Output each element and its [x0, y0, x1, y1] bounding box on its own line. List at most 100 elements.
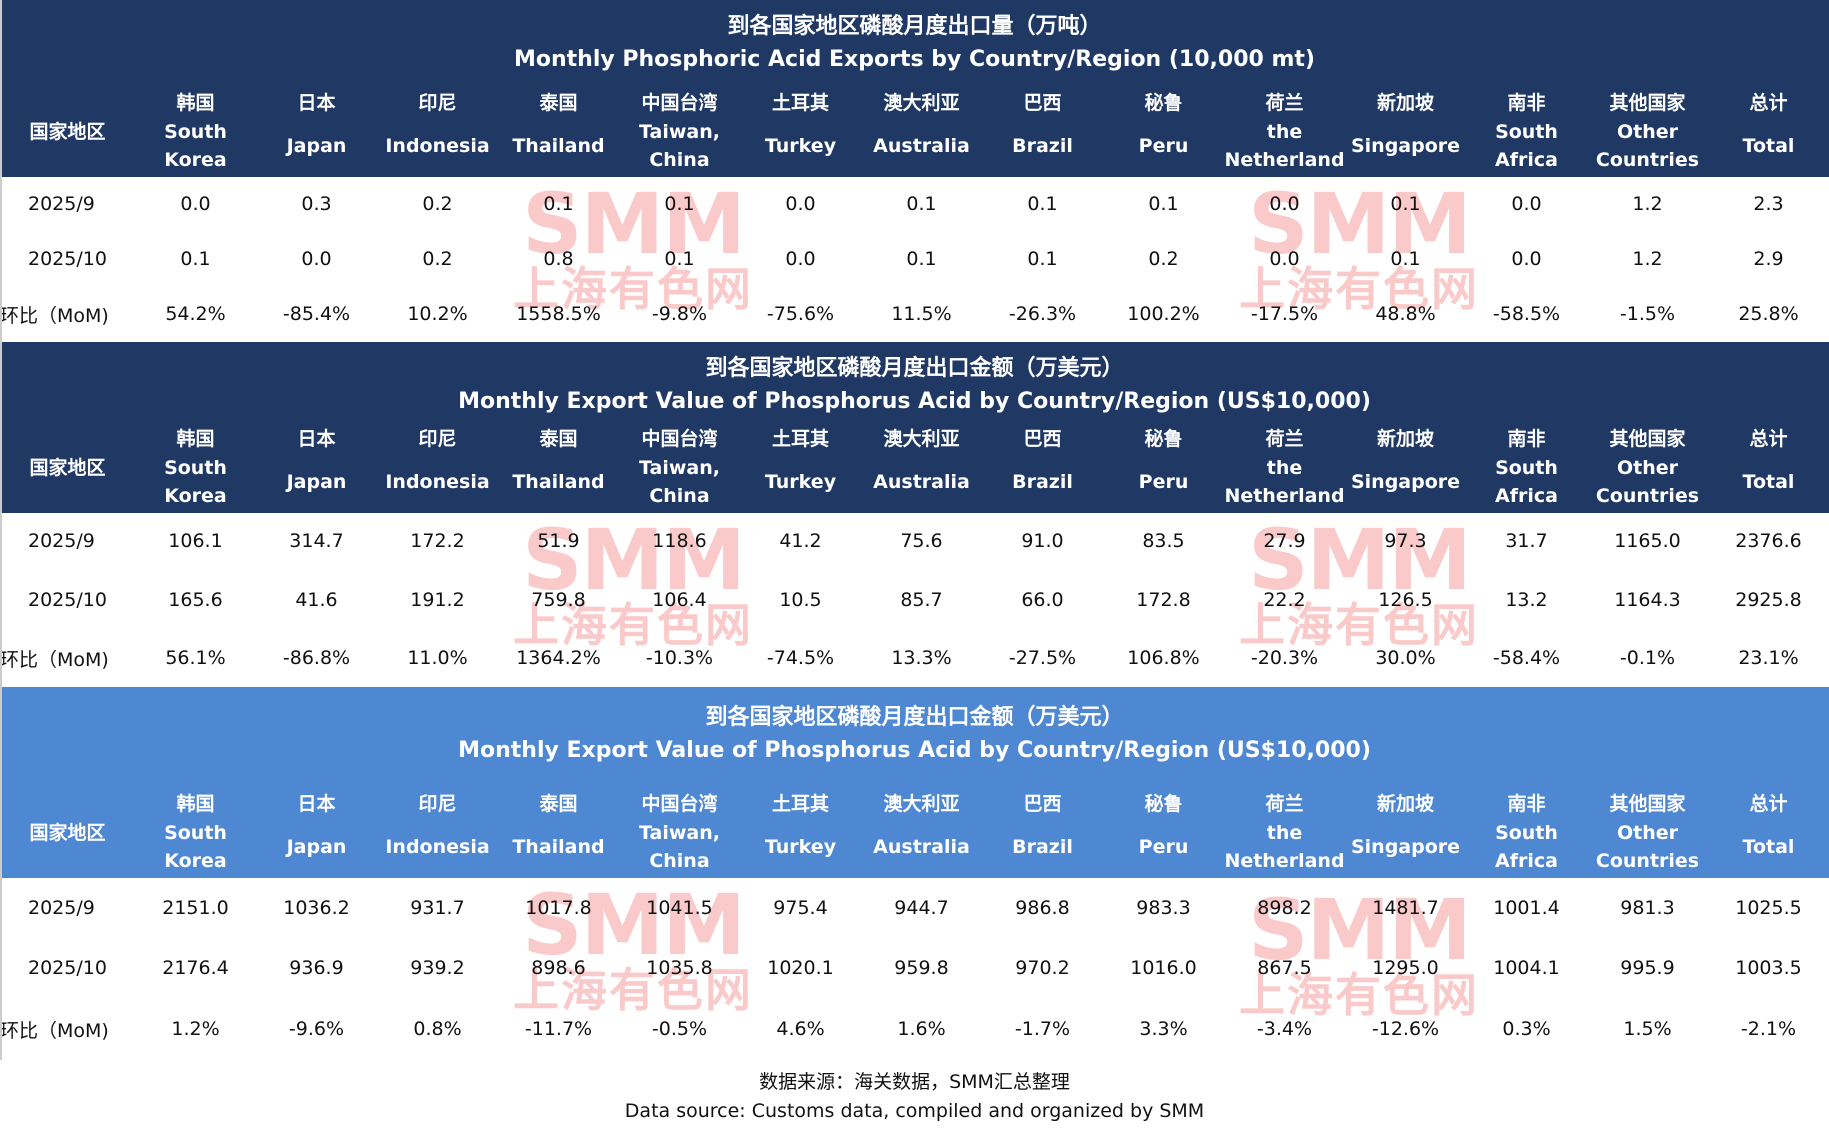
- table-cell: 939.2: [410, 957, 465, 979]
- table-cell: 4.6%: [776, 1018, 825, 1040]
- column-header-en: Turkey: [764, 836, 837, 858]
- left-border: [0, 0, 2, 1060]
- table-cell: -0.5%: [651, 1018, 708, 1040]
- column-header-en: Taiwan,: [639, 121, 720, 143]
- table-cell: 100.2%: [1127, 303, 1200, 325]
- column-header: 韩国 South Korea: [135, 425, 256, 511]
- column-header-cn: 中国台湾: [641, 793, 718, 815]
- table-cell: 314.7: [289, 530, 344, 552]
- table-cell: 1036.2: [283, 897, 350, 919]
- column-header-cn: 澳大利亚: [883, 428, 960, 450]
- table-cell: 13.2: [1505, 589, 1548, 611]
- table-cell: 126.5: [1378, 589, 1433, 611]
- table-cell: 0.8: [543, 248, 574, 270]
- table-cell: 0.2: [1148, 248, 1179, 270]
- table-cell: 0.1: [180, 248, 211, 270]
- column-header-cn: 印尼: [418, 428, 457, 450]
- column-header-en-group: Total: [1743, 453, 1795, 511]
- column-header-en: Indonesia: [385, 135, 490, 157]
- column-header: 南非 South Africa: [1466, 790, 1587, 876]
- column-header-cn: 巴西: [1023, 793, 1062, 815]
- column-header-en: Singapore: [1350, 471, 1461, 493]
- table-cell: 165.6: [168, 589, 223, 611]
- table-cell: 898.6: [531, 957, 586, 979]
- table-cell: -20.3%: [1250, 647, 1319, 669]
- column-header-row: 国家地区 韩国 South Korea 日本 Japan 印尼 Indonesia 泰国 Thai…: [0, 89, 1829, 175]
- table-row: 2025/10 165.6 41.6 191.2 759.8 106.4 10.5 85.7 6…: [0, 586, 1829, 614]
- column-header-en-group: Total: [1743, 818, 1795, 876]
- column-header: 总计 Total: [1708, 89, 1829, 175]
- column-header-cn: 南非: [1507, 92, 1546, 114]
- table-header: 到各国家地区磷酸月度出口量（万吨） Monthly Phosphoric Acid…: [0, 0, 1829, 177]
- table-cell: 1017.8: [525, 897, 592, 919]
- column-header: 总计 Total: [1708, 790, 1829, 876]
- column-header-en-group: Taiwan, China: [639, 117, 720, 175]
- column-header-cn: 荷兰: [1265, 428, 1304, 450]
- column-header: 印尼 Indonesia: [377, 425, 498, 511]
- table-cell: 1003.5: [1735, 957, 1802, 979]
- column-header-cn: 秘鲁: [1144, 428, 1183, 450]
- column-header-en-group: Indonesia: [385, 818, 489, 876]
- column-header: 荷兰 the Netherland: [1224, 425, 1345, 511]
- table-cell: -1.5%: [1619, 303, 1676, 325]
- column-header-en-group: Brazil: [1012, 453, 1073, 511]
- column-header-en: Netherland: [1224, 850, 1345, 872]
- source-note-en: Data source: Customs data, compiled and …: [624, 1100, 1205, 1122]
- column-header: 秘鲁 Peru: [1103, 790, 1224, 876]
- table-cell: 41.2: [779, 530, 822, 552]
- column-header-en: Countries: [1595, 149, 1700, 171]
- table-cell: 1016.0: [1130, 957, 1197, 979]
- table-cell: 2925.8: [1735, 589, 1802, 611]
- table-cell: 1004.1: [1493, 957, 1560, 979]
- watermark: SMM 上海有色网: [508, 518, 758, 648]
- column-header-en-group: Turkey: [765, 453, 836, 511]
- column-header-en-group: the Netherland: [1224, 453, 1344, 511]
- table-cell: -3.4%: [1256, 1018, 1313, 1040]
- column-header-cn: 中国台湾: [641, 92, 718, 114]
- column-header-en: Indonesia: [385, 836, 490, 858]
- column-header-en: Australia: [873, 471, 970, 493]
- column-header-en: the: [1266, 457, 1303, 479]
- watermark: SMM 上海有色网: [1234, 888, 1484, 1018]
- table-cell: -12.6%: [1371, 1018, 1440, 1040]
- column-header-en-group: Japan: [287, 818, 347, 876]
- row-label: 2025/9: [28, 897, 95, 919]
- table-cell: 22.2: [1263, 589, 1306, 611]
- table-cell: 975.4: [773, 897, 828, 919]
- table-cell: 0.2: [422, 248, 453, 270]
- column-header-en-group: Thailand: [512, 117, 604, 175]
- table-cell: -26.3%: [1008, 303, 1077, 325]
- column-header: 国家地区: [0, 89, 135, 175]
- column-header-cn: 南非: [1507, 793, 1546, 815]
- table-cell: 1035.8: [646, 957, 713, 979]
- table-section-3: 到各国家地区磷酸月度出口金额（万美元） Monthly Export Value …: [0, 687, 1829, 1058]
- column-header-cn: 国家地区: [29, 822, 106, 844]
- column-header: 其他国家 Other Countries: [1587, 425, 1708, 511]
- table-cell: -27.5%: [1008, 647, 1077, 669]
- column-header-en: Africa: [1495, 485, 1558, 507]
- table-cell: 0.1: [1027, 248, 1058, 270]
- table-body: SMM 上海有色网 SMM 上海有色网 2025/9 106.1 314.7 172.2 51.…: [0, 513, 1829, 686]
- column-header-en: Japan: [286, 471, 347, 493]
- column-header: 泰国 Thailand: [498, 790, 619, 876]
- column-header-en: the: [1266, 121, 1303, 143]
- column-header: 秘鲁 Peru: [1103, 425, 1224, 511]
- column-header-en: Australia: [873, 135, 970, 157]
- source-note-cn: 数据来源：海关数据，SMM汇总整理: [759, 1071, 1070, 1093]
- table-cell: 0.2: [422, 193, 453, 215]
- table-cell: 13.3%: [891, 647, 952, 669]
- column-header-en-group: Other Countries: [1596, 117, 1699, 175]
- row-label: 环比（MoM): [0, 1019, 109, 1042]
- table-row: 环比（MoM) 56.1% -86.8% 11.0% 1364.2% -10.3% -74.…: [0, 644, 1829, 672]
- column-header-en-group: Singapore: [1351, 818, 1460, 876]
- column-header-en-group: Thailand: [512, 453, 604, 511]
- table-title: 到各国家地区磷酸月度出口量（万吨） Monthly Phosphoric Acid…: [0, 0, 1829, 76]
- column-header-en: Korea: [164, 850, 227, 872]
- column-header-en-group: South Korea: [164, 818, 227, 876]
- column-header: 总计 Total: [1708, 425, 1829, 511]
- column-header-en: South: [164, 822, 227, 844]
- table-cell: 30.0%: [1375, 647, 1436, 669]
- table-section-1: 到各国家地区磷酸月度出口量（万吨） Monthly Phosphoric Acid…: [0, 0, 1829, 341]
- column-header-en-group: Other Countries: [1596, 453, 1699, 511]
- column-header: 巴西 Brazil: [982, 425, 1103, 511]
